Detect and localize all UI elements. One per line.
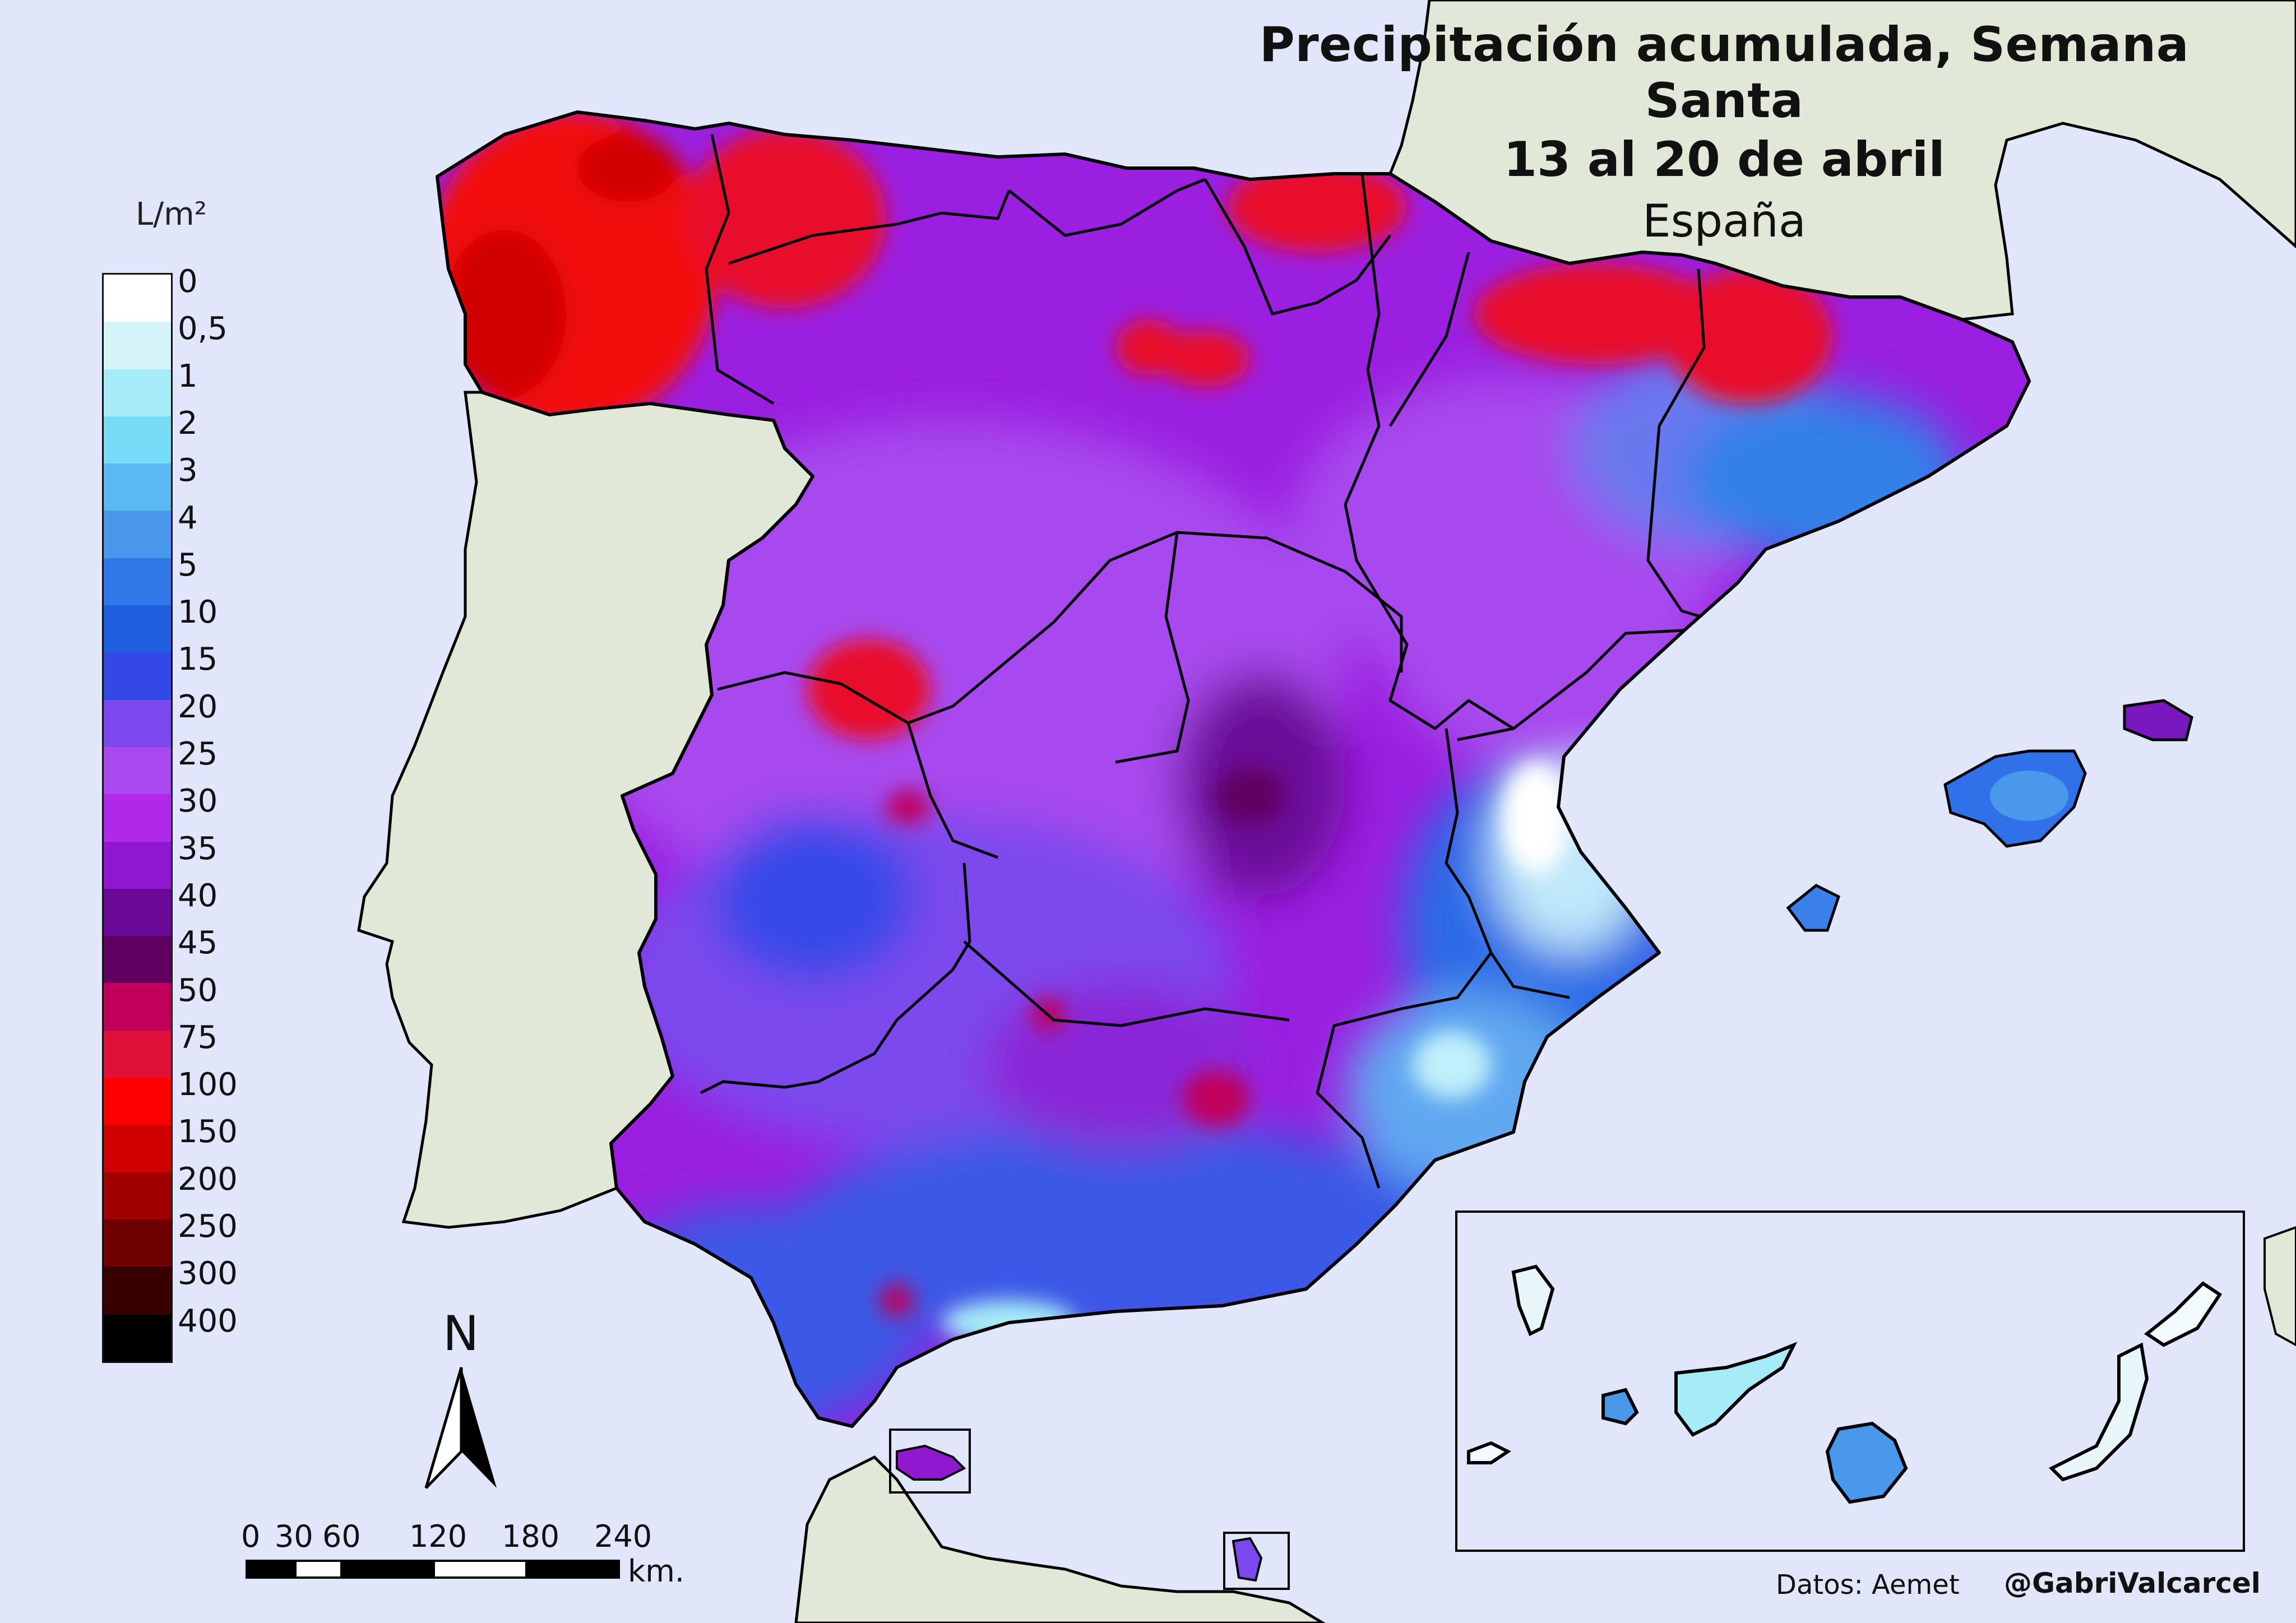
legend-label: 200 — [178, 1161, 238, 1198]
legend-swatch — [104, 463, 171, 511]
legend-label: 45 — [178, 925, 218, 962]
legend-swatch — [104, 841, 171, 889]
legend-swatch — [104, 1030, 171, 1078]
scale-label: 120 — [409, 1519, 467, 1554]
legend-label: 5 — [178, 546, 198, 583]
legend-label: 100 — [178, 1066, 238, 1103]
scale-label: 0 — [241, 1519, 261, 1554]
scale-label: 30 — [275, 1519, 313, 1554]
legend-swatch — [104, 511, 171, 558]
legend-label: 0 — [178, 263, 198, 300]
legend-label: 20 — [178, 688, 218, 725]
legend-label: 3 — [178, 452, 198, 489]
legend-swatch — [104, 936, 171, 984]
legend-swatch — [104, 652, 171, 700]
legend-label: 35 — [178, 830, 218, 867]
legend-swatch — [104, 1125, 171, 1172]
precipitation-field — [437, 112, 2029, 1426]
legend-swatch — [104, 983, 171, 1031]
north-label: N — [443, 1306, 479, 1362]
legend-label: 40 — [178, 877, 218, 914]
legend-label: 1 — [178, 358, 198, 395]
legend-label: 2 — [178, 405, 198, 442]
legend-swatch — [104, 794, 171, 842]
legend-label: 30 — [178, 783, 218, 820]
legend-label: 0,5 — [178, 310, 228, 347]
legend-label: 15 — [178, 641, 218, 678]
legend-swatch — [104, 322, 171, 369]
legend-label: 150 — [178, 1114, 238, 1151]
legend-swatch — [104, 1267, 171, 1314]
scale-bar — [246, 1560, 620, 1579]
scale-label: 60 — [322, 1519, 361, 1554]
canary-islands-inset — [1455, 1211, 2245, 1552]
scale-unit: km. — [628, 1554, 685, 1589]
scale-label: 240 — [594, 1519, 652, 1554]
legend-label: 400 — [178, 1302, 238, 1339]
author-handle: @GabriValcarcel — [2004, 1567, 2261, 1599]
ceuta-melilla — [889, 1429, 1290, 1590]
legend-label: 250 — [178, 1208, 238, 1245]
legend-label: 50 — [178, 972, 218, 1009]
legend-unit: L/m² — [136, 196, 207, 233]
title-line-1: Precipitación acumulada, Semana Santa — [1259, 17, 2189, 129]
legend-label: 10 — [178, 594, 218, 631]
legend-swatch — [104, 888, 171, 936]
legend-label: 25 — [178, 736, 218, 772]
legend-label: 4 — [178, 499, 198, 536]
legend-swatch — [104, 275, 171, 322]
title-line-3: España — [1642, 195, 1806, 247]
legend-swatch — [104, 746, 171, 795]
scale-label: 180 — [502, 1519, 560, 1554]
legend-swatch — [104, 699, 171, 747]
data-source: Datos: Aemet — [1776, 1569, 1960, 1601]
north-arrow-icon — [424, 1367, 497, 1489]
legend-swatch — [104, 416, 171, 464]
legend-swatch — [104, 1314, 171, 1361]
legend-swatch — [104, 605, 171, 653]
legend-label: 300 — [178, 1255, 238, 1292]
legend-label: 75 — [178, 1019, 218, 1056]
balearic-islands — [1786, 699, 2193, 932]
map-title: Precipitación acumulada, Semana Santa 13… — [1192, 17, 2257, 252]
legend-swatch — [104, 1219, 171, 1267]
title-line-2: 13 al 20 de abril — [1503, 132, 1945, 188]
legend-swatch — [104, 369, 171, 416]
legend-swatch — [104, 1078, 171, 1125]
legend-swatch — [104, 1172, 171, 1219]
legend-swatches — [102, 273, 173, 1363]
legend-swatch — [104, 558, 171, 606]
